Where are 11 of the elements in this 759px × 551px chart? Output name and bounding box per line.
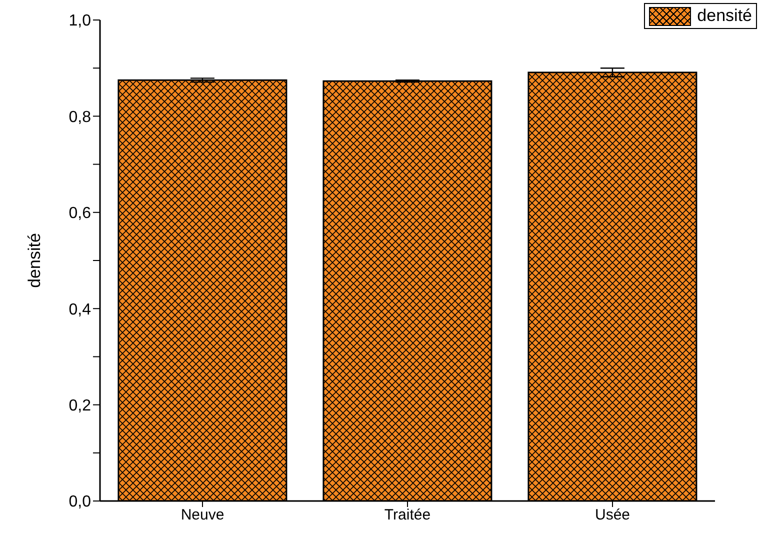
y-tick-label: 0,4 <box>68 301 92 318</box>
x-tick-label: Traitée <box>384 506 431 524</box>
y-tick-label: 0,6 <box>68 205 92 222</box>
y-tick-label: 0,2 <box>68 397 92 414</box>
y-tick-label: 0,8 <box>68 108 92 126</box>
y-tick-label: 1,0 <box>68 12 92 30</box>
y-axis-title: densité <box>25 233 44 288</box>
x-tick-label: Usée <box>594 506 630 524</box>
y-tick-label: 0,0 <box>68 494 92 511</box>
legend-label: densité <box>697 6 752 26</box>
x-tick-label: Neuve <box>180 506 224 524</box>
